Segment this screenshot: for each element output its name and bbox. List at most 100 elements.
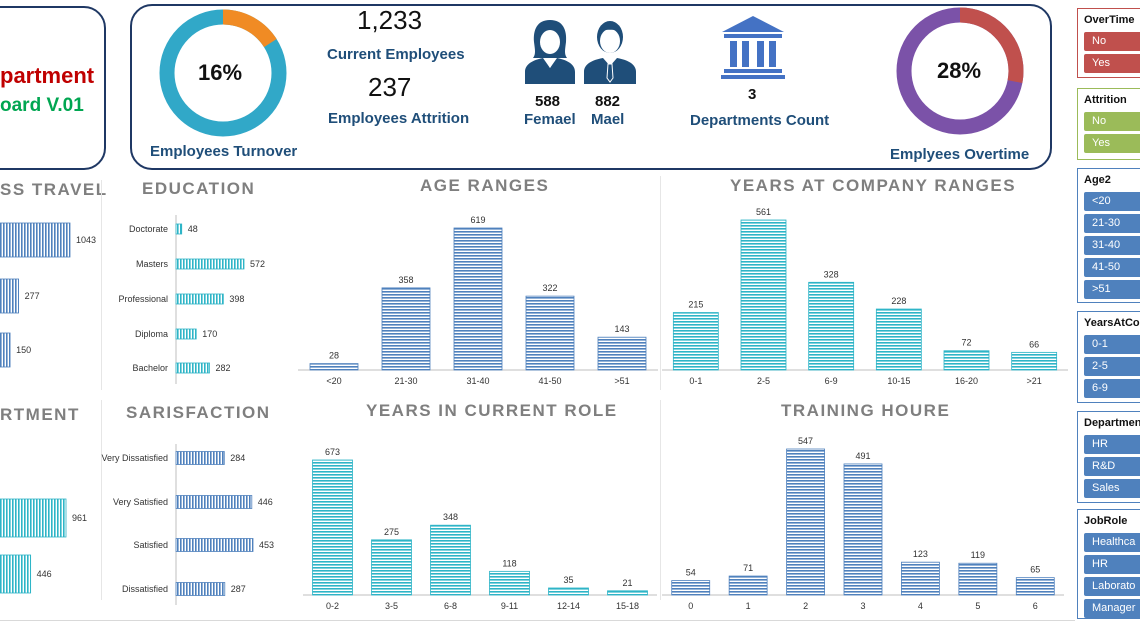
sheet-bottom-line <box>0 620 1075 621</box>
slicer-item[interactable]: 31-40 <box>1084 236 1140 255</box>
tick-label: 0-2 <box>326 601 339 611</box>
slicer-item[interactable]: 2-5 <box>1084 357 1140 376</box>
data-label: 150 <box>16 345 31 355</box>
data-label: 1043 <box>76 235 96 245</box>
slicer-item[interactable]: Sales <box>1084 479 1140 498</box>
tick-label: 6-9 <box>825 376 838 386</box>
tick-label: 6-8 <box>444 601 457 611</box>
data-label: 491 <box>855 451 870 461</box>
slicer-item[interactable]: Manager <box>1084 599 1140 618</box>
slicer-age2: Age2 <20 21-30 31-40 41-50 >51 <box>1077 168 1140 303</box>
female-icon <box>525 20 575 84</box>
chart-bar <box>175 495 253 509</box>
data-label: 358 <box>398 275 413 285</box>
age-title: AGE RANGES <box>420 176 550 195</box>
slicer-item[interactable]: No <box>1084 112 1140 131</box>
tick-label: 41-50 <box>538 376 561 386</box>
slicer-item[interactable]: R&D <box>1084 457 1140 476</box>
slicer-item[interactable]: 21-30 <box>1084 214 1140 233</box>
data-label: 170 <box>202 329 217 339</box>
chart-bar <box>943 350 990 371</box>
current-employees-value: 1,233 <box>357 5 423 35</box>
chart-bar <box>381 287 431 371</box>
chart-bar <box>548 587 589 596</box>
tick-label: <20 <box>326 376 341 386</box>
data-label: 65 <box>1030 565 1040 575</box>
slicer-item[interactable]: No <box>1084 32 1140 51</box>
tick-label: Professional <box>118 294 168 304</box>
tick-label: 1 <box>746 601 751 611</box>
tick-label: >51 <box>614 376 629 386</box>
turnover-donut <box>159 9 287 137</box>
slicer-item[interactable]: HR <box>1084 555 1140 574</box>
data-label: 71 <box>743 563 753 573</box>
data-label: 446 <box>37 569 52 579</box>
slicer-item[interactable]: 0-1 <box>1084 335 1140 354</box>
panel-divider <box>101 180 102 390</box>
slicer-title: Age2 <box>1084 174 1111 186</box>
chart-bar <box>430 524 471 596</box>
chart-bar <box>786 448 825 596</box>
overtime-label: Emplyees Overtime <box>890 146 1030 163</box>
chart-bar <box>175 293 224 305</box>
slicer-title: Departmen <box>1084 417 1140 429</box>
tick-label: 21-30 <box>394 376 417 386</box>
data-label: 35 <box>563 575 573 585</box>
tick-label: Bachelor <box>132 363 168 373</box>
chart-bar <box>175 451 225 465</box>
data-label: 118 <box>502 558 516 568</box>
tick-label: Very Satisfied <box>113 497 168 507</box>
slicer-departmen: Departmen HR R&D Sales <box>1077 411 1140 503</box>
chart-bar <box>672 312 719 371</box>
charts-canvas: 104327715048Doctorate572Masters398Profes… <box>0 207 1068 611</box>
slicer-item[interactable]: <20 <box>1084 192 1140 211</box>
data-label: 561 <box>756 207 771 217</box>
department-title: RTMENT <box>0 405 80 424</box>
slicer-title: JobRole <box>1084 515 1128 527</box>
data-label: 284 <box>230 453 245 463</box>
data-label: 215 <box>688 300 703 310</box>
slicer-item[interactable]: >51 <box>1084 280 1140 299</box>
data-label: 48 <box>188 224 198 234</box>
tick-label: 15-18 <box>616 601 639 611</box>
chart-bar <box>175 538 254 552</box>
panel-divider <box>660 176 661 390</box>
data-label: 453 <box>259 540 274 550</box>
slicer-item[interactable]: HR <box>1084 435 1140 454</box>
slicer-item[interactable]: Yes <box>1084 54 1140 73</box>
departments-count: 3 <box>748 86 757 103</box>
chart-bar <box>489 570 530 596</box>
satisfaction-title: SARISFACTION <box>126 403 271 422</box>
chart-bar <box>901 561 940 596</box>
slicer-item[interactable]: 41-50 <box>1084 258 1140 277</box>
tick-label: 5 <box>975 601 980 611</box>
chart-bar <box>0 332 11 368</box>
tick-label: Doctorate <box>129 224 168 234</box>
chart-bar <box>671 580 711 596</box>
slicer-attrition: Attrition No Yes <box>1077 88 1140 160</box>
turnover-label: Employees Turnover <box>150 143 298 160</box>
chart-bar <box>1015 577 1055 596</box>
slicer-item[interactable]: Laborato <box>1084 577 1140 596</box>
turnover-donut-arc <box>159 9 287 137</box>
chart-bar <box>843 463 883 596</box>
data-label: 28 <box>329 351 339 361</box>
tick-label: 31-40 <box>466 376 489 386</box>
education-title: EDUCATION <box>142 179 256 198</box>
dashboard-subtitle: oard V.01 <box>0 95 84 116</box>
slicer-item[interactable]: Healthca <box>1084 533 1140 552</box>
slicer-item[interactable]: 6-9 <box>1084 379 1140 398</box>
building-icon <box>721 16 785 79</box>
data-label: 275 <box>384 527 399 537</box>
data-label: 398 <box>229 294 244 304</box>
slicer-title: Attrition <box>1084 94 1127 106</box>
chart-bar <box>0 498 67 538</box>
tick-label: Satisfied <box>133 540 168 550</box>
chart-bar <box>175 223 183 235</box>
slicer-item[interactable]: Yes <box>1084 134 1140 153</box>
chart-bar <box>0 554 32 594</box>
male-label: Mael <box>591 111 625 128</box>
tick-label: >21 <box>1027 376 1042 386</box>
data-label: 21 <box>622 578 632 588</box>
chart-bar <box>728 575 768 596</box>
